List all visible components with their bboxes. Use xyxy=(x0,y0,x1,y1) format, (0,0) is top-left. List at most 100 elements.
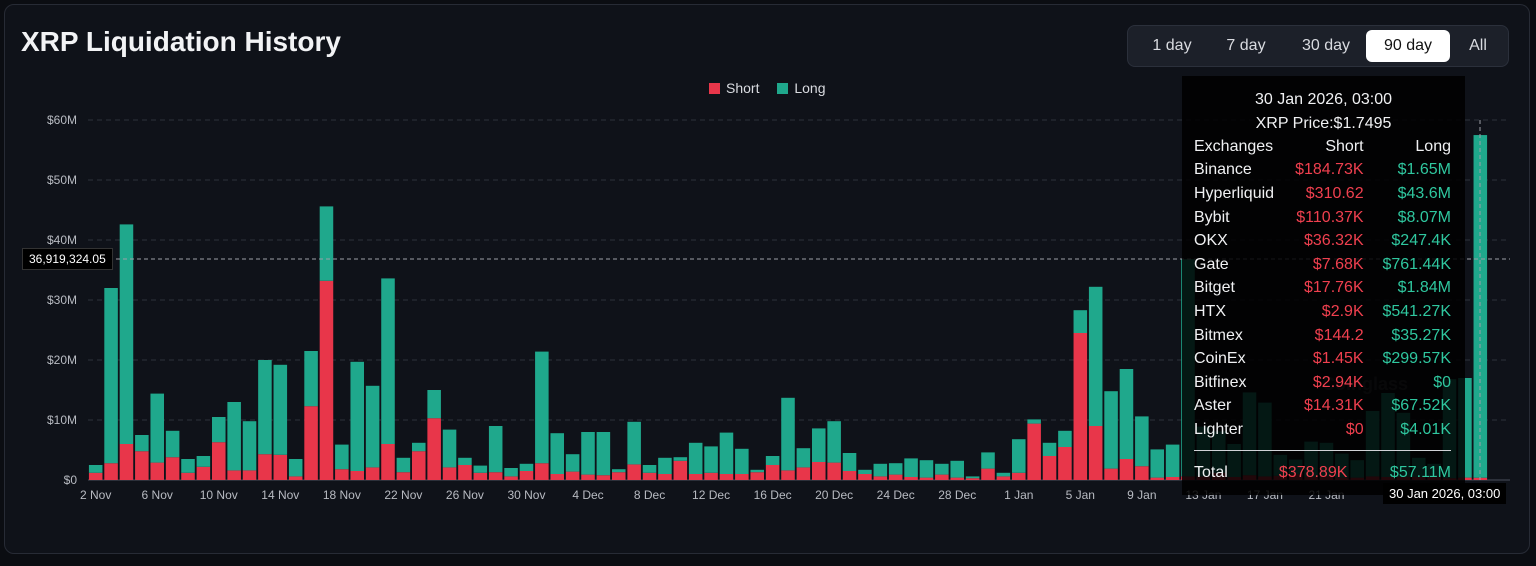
bar-long[interactable] xyxy=(135,435,149,452)
bar-short[interactable] xyxy=(550,474,564,480)
bar-long[interactable] xyxy=(596,432,611,476)
bar-short[interactable] xyxy=(704,472,718,480)
bar-long[interactable] xyxy=(550,433,564,474)
bar-short[interactable] xyxy=(304,406,318,480)
bar-long[interactable] xyxy=(919,460,934,478)
bar-short[interactable] xyxy=(150,462,164,480)
bar-short[interactable] xyxy=(519,471,534,480)
bar-long[interactable] xyxy=(612,469,626,473)
bar-long[interactable] xyxy=(965,476,980,479)
bar-short[interactable] xyxy=(996,476,1011,480)
bar-short[interactable] xyxy=(858,474,872,480)
bar-long[interactable] xyxy=(750,469,764,473)
bar-long[interactable] xyxy=(673,457,688,461)
bar-long[interactable] xyxy=(427,390,441,419)
bar-short[interactable] xyxy=(888,474,903,480)
bar-short[interactable] xyxy=(642,472,657,480)
bar-long[interactable] xyxy=(488,426,503,473)
bar-long[interactable] xyxy=(273,364,288,455)
bar-long[interactable] xyxy=(396,457,411,473)
bar-long[interactable] xyxy=(1150,449,1164,478)
bar-short[interactable] xyxy=(88,472,103,480)
bar-short[interactable] xyxy=(1088,426,1103,480)
bar-short[interactable] xyxy=(596,475,611,480)
bar-short[interactable] xyxy=(565,471,580,480)
bar-short[interactable] xyxy=(781,470,795,480)
bar-short[interactable] xyxy=(842,471,857,480)
bar-short[interactable] xyxy=(165,457,180,480)
bar-long[interactable] xyxy=(981,452,995,469)
bar-long[interactable] xyxy=(627,421,641,465)
bar-long[interactable] xyxy=(535,351,549,464)
bar-short[interactable] xyxy=(981,468,995,480)
bar-short[interactable] xyxy=(873,476,888,480)
bar-short[interactable] xyxy=(381,444,395,480)
legend-item-long[interactable]: Long xyxy=(777,80,826,96)
bar-long[interactable] xyxy=(873,463,888,477)
bar-short[interactable] xyxy=(612,472,626,480)
bar-short[interactable] xyxy=(119,444,134,480)
bar-long[interactable] xyxy=(1104,391,1118,469)
bar-long[interactable] xyxy=(350,361,364,471)
bar-short[interactable] xyxy=(965,478,980,480)
bar-long[interactable] xyxy=(412,442,426,452)
bar-short[interactable] xyxy=(427,418,441,480)
bar-short[interactable] xyxy=(765,465,780,480)
bar-long[interactable] xyxy=(735,448,749,474)
bar-long[interactable] xyxy=(1473,135,1488,478)
bar-long[interactable] xyxy=(581,432,595,475)
bar-long[interactable] xyxy=(181,459,195,473)
bar-short[interactable] xyxy=(196,466,211,480)
bar-long[interactable] xyxy=(165,430,180,458)
bar-long[interactable] xyxy=(365,385,380,468)
bar-short[interactable] xyxy=(504,476,518,480)
range-7-day[interactable]: 7 day xyxy=(1226,37,1266,54)
bar-long[interactable] xyxy=(473,465,488,473)
bar-short[interactable] xyxy=(1058,447,1072,480)
bar-long[interactable] xyxy=(196,456,211,467)
bar-long[interactable] xyxy=(1073,310,1088,333)
bar-long[interactable] xyxy=(335,444,349,470)
bar-short[interactable] xyxy=(488,472,503,480)
bar-long[interactable] xyxy=(258,360,272,455)
bar-short[interactable] xyxy=(1104,468,1118,480)
bar-short[interactable] xyxy=(581,474,595,480)
bar-short[interactable] xyxy=(258,454,272,480)
bar-short[interactable] xyxy=(473,472,488,480)
bar-long[interactable] xyxy=(950,460,964,478)
bar-long[interactable] xyxy=(1119,369,1134,459)
bar-short[interactable] xyxy=(1073,333,1088,480)
range-30-day[interactable]: 30 day xyxy=(1301,37,1351,54)
bar-long[interactable] xyxy=(688,442,703,474)
bar-short[interactable] xyxy=(350,471,364,480)
bar-short[interactable] xyxy=(935,474,949,480)
bar-short[interactable] xyxy=(212,442,226,480)
legend-item-short[interactable]: Short xyxy=(709,80,759,96)
bar-short[interactable] xyxy=(796,467,811,480)
bar-short[interactable] xyxy=(535,463,549,480)
bar-long[interactable] xyxy=(288,459,303,477)
bar-long[interactable] xyxy=(765,456,780,465)
bar-short[interactable] xyxy=(688,474,703,480)
bar-short[interactable] xyxy=(458,465,472,480)
bar-long[interactable] xyxy=(888,463,903,475)
bar-long[interactable] xyxy=(1135,416,1149,467)
bar-long[interactable] xyxy=(781,397,795,471)
bar-short[interactable] xyxy=(1165,477,1180,480)
bar-long[interactable] xyxy=(1165,444,1180,477)
bar-long[interactable] xyxy=(1012,439,1026,473)
bar-short[interactable] xyxy=(1150,477,1164,480)
bar-short[interactable] xyxy=(904,477,918,480)
bar-long[interactable] xyxy=(150,393,164,463)
bar-long[interactable] xyxy=(935,463,949,475)
bar-long[interactable] xyxy=(119,224,134,444)
bar-long[interactable] xyxy=(319,206,334,281)
bar-short[interactable] xyxy=(288,476,303,480)
bar-long[interactable] xyxy=(858,469,872,474)
bar-long[interactable] xyxy=(1042,442,1057,456)
bar-long[interactable] xyxy=(642,465,657,473)
bar-short[interactable] xyxy=(750,472,764,480)
bar-short[interactable] xyxy=(227,470,241,480)
bar-short[interactable] xyxy=(181,472,195,480)
